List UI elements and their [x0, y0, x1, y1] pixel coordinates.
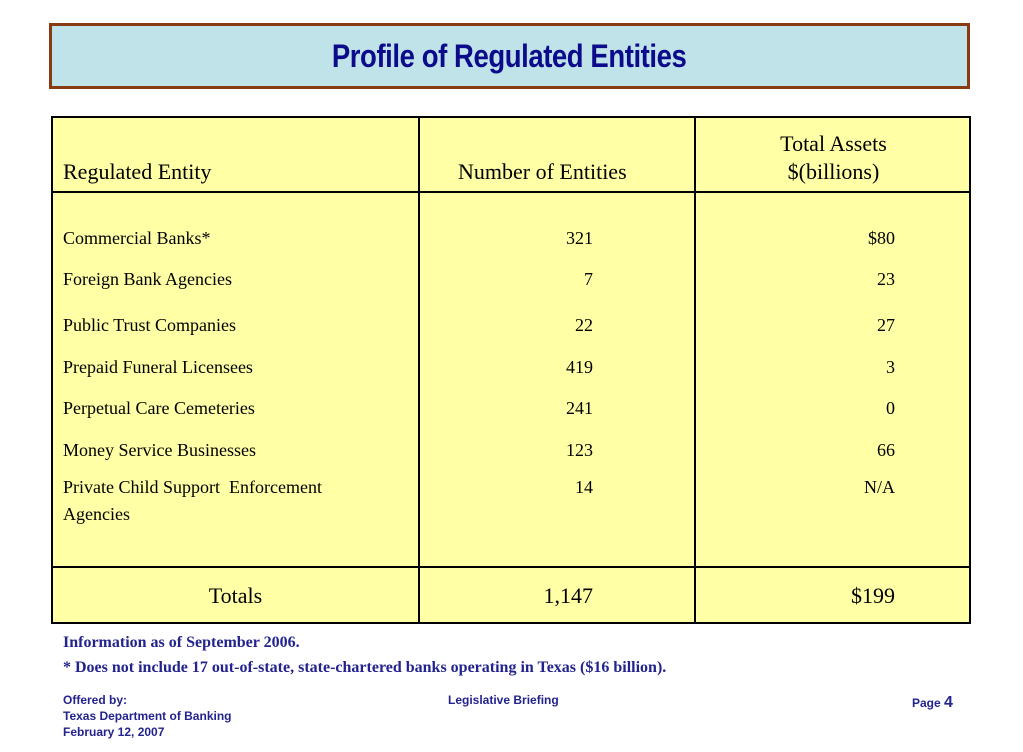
footnote: * Does not include 17 out-of-state, stat…	[63, 659, 667, 676]
row-assets: 3	[886, 357, 895, 377]
row-count: 7	[584, 269, 593, 289]
row-entity: Prepaid Funeral Licensees	[63, 357, 253, 377]
row-assets: 0	[886, 398, 895, 418]
title-banner: Profile of Regulated Entities	[49, 23, 970, 89]
row-count: 419	[566, 357, 593, 377]
page-number: 4	[944, 694, 953, 711]
row-entity: Private Child Support Enforcement	[63, 477, 322, 497]
column-divider	[418, 118, 420, 622]
row-assets: 27	[877, 315, 895, 335]
offered-by-label: Offered by:	[63, 693, 128, 707]
row-assets: 66	[877, 440, 895, 460]
row-entity: Commercial Banks*	[63, 228, 211, 248]
page-title: Profile of Regulated Entities	[332, 37, 687, 74]
row-entity: Perpetual Care Cemeteries	[63, 398, 255, 418]
footer-center: Legislative Briefing	[448, 693, 559, 707]
totals-assets: $199	[851, 583, 895, 608]
row-count: 22	[575, 315, 593, 335]
column-divider	[694, 118, 696, 622]
row-count: 123	[566, 440, 593, 460]
row-count: 321	[566, 228, 593, 248]
row-entity: Public Trust Companies	[63, 315, 237, 335]
header-count: Number of Entities	[458, 159, 627, 184]
row-count: 14	[575, 477, 593, 497]
totals-label: Totals	[208, 583, 263, 608]
info-note: Information as of September 2006.	[63, 634, 300, 651]
row-assets: N/A	[864, 477, 895, 497]
page-label: Page	[912, 696, 941, 710]
totals-divider	[53, 566, 969, 568]
row-count: 241	[566, 398, 593, 418]
header-entity: Regulated Entity	[63, 159, 212, 184]
row-assets: $80	[868, 228, 895, 248]
totals-count: 1,147	[543, 583, 594, 608]
row-entity: Money Service Businesses	[63, 440, 256, 460]
organization-name: Texas Department of Banking	[63, 709, 232, 723]
header-assets-line2: $(billions)	[787, 159, 880, 184]
footer-offered-by: Offered by: Texas Department of Banking …	[63, 692, 231, 740]
row-assets: 23	[877, 269, 895, 289]
row-entity-continued: Agencies	[63, 504, 130, 524]
header-divider	[53, 191, 969, 193]
briefing-date: February 12, 2007	[63, 725, 165, 739]
header-assets-line1: Total Assets	[780, 131, 887, 156]
entities-table: Regulated Entity Number of Entities Tota…	[51, 116, 971, 624]
page-indicator: Page 4	[912, 695, 953, 711]
row-entity: Foreign Bank Agencies	[63, 269, 232, 289]
